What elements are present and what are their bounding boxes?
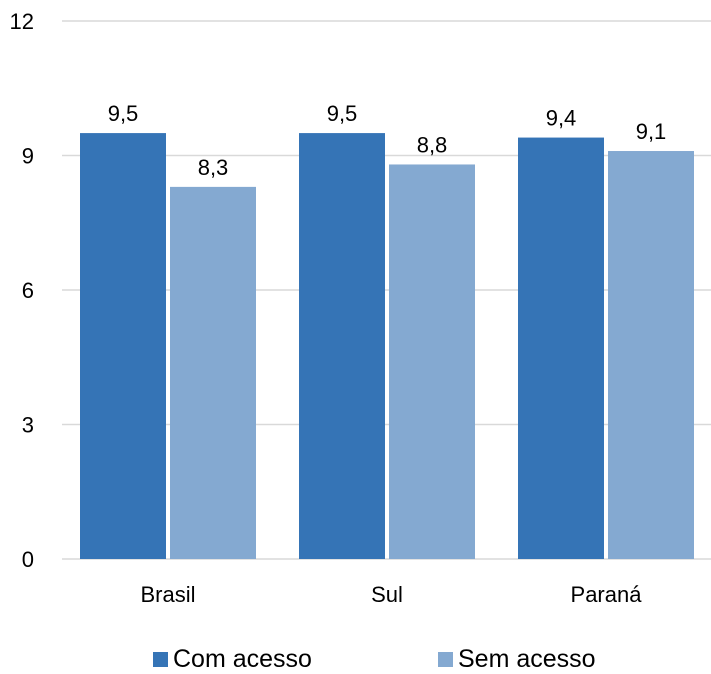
y-tick-label: 9	[22, 144, 34, 169]
legend-swatch-com-acesso	[153, 652, 168, 667]
bars	[80, 133, 694, 560]
data-label: 8,8	[417, 132, 448, 157]
bar-com-acesso-brasil	[80, 133, 166, 560]
data-label: 9,1	[636, 119, 667, 144]
legend-swatch-sem-acesso	[438, 652, 453, 667]
data-label: 9,5	[108, 101, 139, 126]
data-label: 8,3	[198, 155, 229, 180]
bar-sem-acesso-paraná	[608, 151, 694, 559]
legend-label-sem-acesso: Sem acesso	[458, 645, 596, 673]
y-tick-label: 6	[22, 278, 34, 303]
bar-sem-acesso-brasil	[170, 186, 256, 559]
x-tick-label: Paraná	[571, 582, 643, 607]
x-tick-label: Sul	[371, 582, 403, 607]
data-labels: 9,5 8,3 9,5 8,8 9,4 9,1	[108, 101, 667, 180]
bar-sem-acesso-sul	[389, 164, 475, 559]
data-label: 9,4	[546, 106, 577, 131]
data-label: 9,5	[327, 101, 358, 126]
legend-item-sem-acesso: Sem acesso	[438, 645, 596, 674]
legend: Com acesso Sem acesso	[0, 645, 711, 674]
legend-label-com-acesso: Com acesso	[173, 645, 312, 673]
y-axis-ticks: 0 3 6 9 12	[10, 9, 34, 572]
y-tick-label: 0	[22, 547, 34, 572]
y-tick-label: 3	[22, 413, 34, 438]
category-labels: Brasil Sul Paraná	[140, 582, 642, 607]
y-tick-label: 12	[10, 9, 34, 34]
bar-com-acesso-sul	[299, 133, 385, 560]
x-tick-label: Brasil	[140, 582, 195, 607]
bar-chart: 0 3 6 9 12 9,5 8,3 9,5 8,8 9,4 9,1 Brasil Sul Paran…	[10, 9, 711, 607]
bar-com-acesso-paraná	[518, 137, 604, 560]
legend-item-com-acesso: Com acesso	[153, 645, 312, 674]
